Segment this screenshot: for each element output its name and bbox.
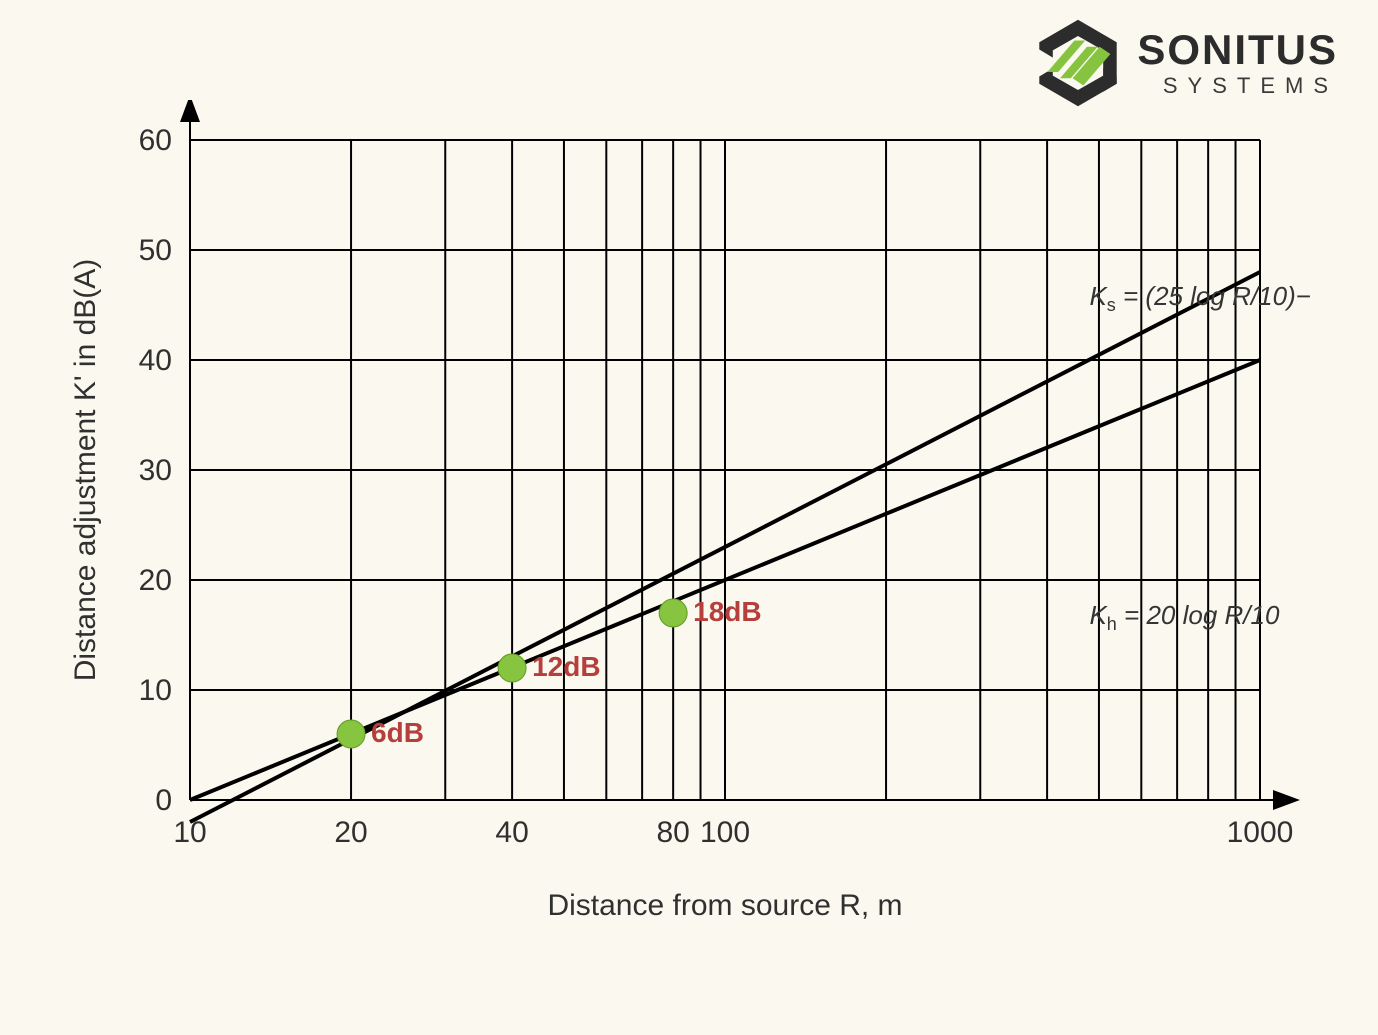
y-axis-arrow-icon xyxy=(180,100,200,122)
equation-label-Kh: Kh = 20 log R/10 xyxy=(1089,600,1280,634)
y-tick-label: 0 xyxy=(155,784,172,817)
logo-mark-icon xyxy=(1033,18,1123,108)
marker-label: 12dB xyxy=(532,651,600,682)
x-axis-arrow-icon xyxy=(1273,790,1300,810)
y-tick-label: 50 xyxy=(139,234,172,267)
x-tick-label: 80 xyxy=(656,816,689,849)
equation-label-Ks: Ks = (25 log R/10)−2 xyxy=(1089,281,1310,315)
y-tick-label: 60 xyxy=(139,124,172,157)
x-axis-label: Distance from source R, m xyxy=(547,889,902,922)
y-axis-label: Distance adjustment K' in dB(A) xyxy=(69,259,102,682)
logo-company: SONITUS xyxy=(1137,29,1338,71)
company-logo: SONITUS SYSTEMS xyxy=(1033,18,1338,108)
marker-dot xyxy=(337,720,365,748)
chart-container: 0102030405060102040801001000Ks = (25 log… xyxy=(60,100,1310,1000)
y-tick-label: 30 xyxy=(139,454,172,487)
marker-label: 6dB xyxy=(371,717,424,748)
x-tick-label: 1000 xyxy=(1227,816,1294,849)
x-tick-label: 40 xyxy=(495,816,528,849)
y-tick-label: 20 xyxy=(139,564,172,597)
marker-label: 18dB xyxy=(693,596,761,627)
y-tick-label: 10 xyxy=(139,674,172,707)
x-tick-label: 20 xyxy=(334,816,367,849)
logo-subtext: SYSTEMS xyxy=(1163,75,1338,97)
distance-attenuation-chart: 0102030405060102040801001000Ks = (25 log… xyxy=(60,100,1310,1000)
marker-dot xyxy=(659,599,687,627)
y-tick-label: 40 xyxy=(139,344,172,377)
marker-dot xyxy=(498,654,526,682)
logo-text: SONITUS SYSTEMS xyxy=(1137,29,1338,97)
page-root: SONITUS SYSTEMS 010203040506010204080100… xyxy=(0,0,1378,1035)
x-tick-label: 100 xyxy=(700,816,750,849)
